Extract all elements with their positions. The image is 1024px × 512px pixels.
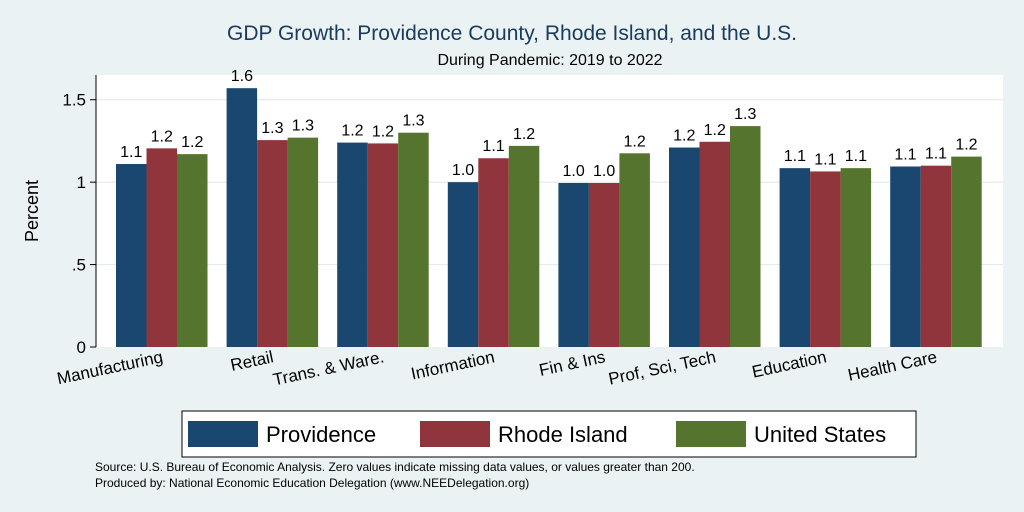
- bar-value-label: 1.2: [151, 128, 173, 145]
- bar-value-label: 1.1: [845, 148, 867, 165]
- chart-svg: 1.1 1.2 1.2 1.6 1.3 1.3 1.2 1.2 1.3 1.0 1.1 1.2 1.0 1…: [22, 22, 1003, 458]
- source-note: Source: U.S. Bureau of Economic Analysis…: [95, 460, 695, 474]
- bar: [177, 154, 208, 347]
- bar-value-label: 1.1: [120, 144, 142, 161]
- x-tick-label: Information: [409, 347, 496, 383]
- x-tick-label: Trans. & Ware.: [271, 347, 386, 389]
- bar-value-label: 1.2: [673, 128, 695, 145]
- bar-value-label: 1.1: [925, 146, 947, 163]
- bar-value-label: 1.3: [734, 106, 756, 123]
- legend-swatch: [676, 421, 746, 447]
- bar: [840, 168, 872, 347]
- bar: [478, 158, 509, 347]
- y-tick-label: 1: [77, 173, 86, 192]
- bar-labels: 1.1 1.2 1.2 1.6 1.3 1.3 1.2 1.2 1.3 1.0 1.1 1.2 1.0 1…: [120, 68, 978, 180]
- bar: [699, 141, 730, 347]
- y-axis-title: Percent: [22, 180, 42, 242]
- bar: [779, 168, 811, 347]
- bar-value-label: 1.2: [513, 126, 535, 143]
- legend-swatch: [188, 421, 258, 447]
- bar: [669, 147, 700, 347]
- bar-value-label: 1.1: [482, 138, 504, 155]
- bar: [951, 156, 982, 347]
- bar-value-label: 1.1: [894, 146, 916, 163]
- bar: [588, 182, 620, 347]
- bar: [558, 182, 589, 347]
- x-tick-label: Health Care: [846, 347, 939, 384]
- bar: [287, 137, 319, 347]
- bar-value-label: 1.3: [261, 120, 283, 137]
- y-axis-ticks: 0 .5 1 1.5: [62, 91, 96, 357]
- bar: [116, 164, 147, 347]
- bar: [226, 88, 258, 348]
- legend-label: Providence: [266, 422, 376, 447]
- legend-label: United States: [754, 422, 886, 447]
- bar-value-label: 1.1: [784, 148, 806, 165]
- chart-title: GDP Growth: Providence County, Rhode Isl…: [227, 22, 797, 45]
- x-tick-label: Retail: [229, 347, 275, 375]
- legend-swatch: [420, 421, 490, 447]
- x-tick-label: Manufacturing: [55, 347, 164, 388]
- bar: [257, 140, 288, 347]
- legend-box: [181, 410, 917, 458]
- producer-note: Produced by: National Economic Education…: [95, 476, 530, 490]
- y-tick-label: 1.5: [62, 91, 86, 110]
- bar: [619, 153, 650, 347]
- bar: [146, 148, 177, 347]
- bar: [890, 166, 921, 347]
- legend-label: Rhode Island: [498, 422, 628, 447]
- x-tick-label: Prof, Sci, Tech: [607, 347, 718, 388]
- bar-value-label: 1.6: [231, 68, 253, 85]
- bar-value-label: 1.2: [341, 123, 363, 140]
- bar-value-label: 1.0: [563, 163, 585, 180]
- bar: [398, 132, 429, 347]
- y-tick-label: 0: [77, 338, 86, 357]
- chart-subtitle: During Pandemic: 2019 to 2022: [437, 52, 662, 69]
- y-tick-label: .5: [72, 256, 86, 275]
- bars: [116, 88, 982, 348]
- bar-value-label: 1.3: [402, 113, 424, 130]
- bar-value-label: 1.2: [372, 123, 394, 140]
- bar-value-label: 1.2: [624, 133, 646, 150]
- bar-value-label: 1.2: [704, 122, 726, 139]
- bar: [447, 182, 479, 347]
- bar-value-label: 1.0: [593, 163, 615, 180]
- bar-value-label: 1.1: [814, 151, 836, 168]
- bar-value-label: 1.0: [452, 162, 474, 179]
- bar-value-label: 1.3: [292, 118, 314, 135]
- bar: [920, 165, 952, 347]
- bar-value-label: 1.2: [181, 134, 203, 151]
- bar-value-label: 1.2: [955, 137, 977, 154]
- bar: [810, 171, 841, 347]
- legend: Providence Rhode Island United States: [188, 421, 886, 447]
- bar: [367, 143, 399, 347]
- bar: [337, 142, 368, 347]
- bar: [730, 126, 761, 347]
- x-tick-label: Education: [750, 347, 828, 381]
- bar: [508, 145, 540, 347]
- x-tick-label: Fin & Ins: [537, 347, 607, 380]
